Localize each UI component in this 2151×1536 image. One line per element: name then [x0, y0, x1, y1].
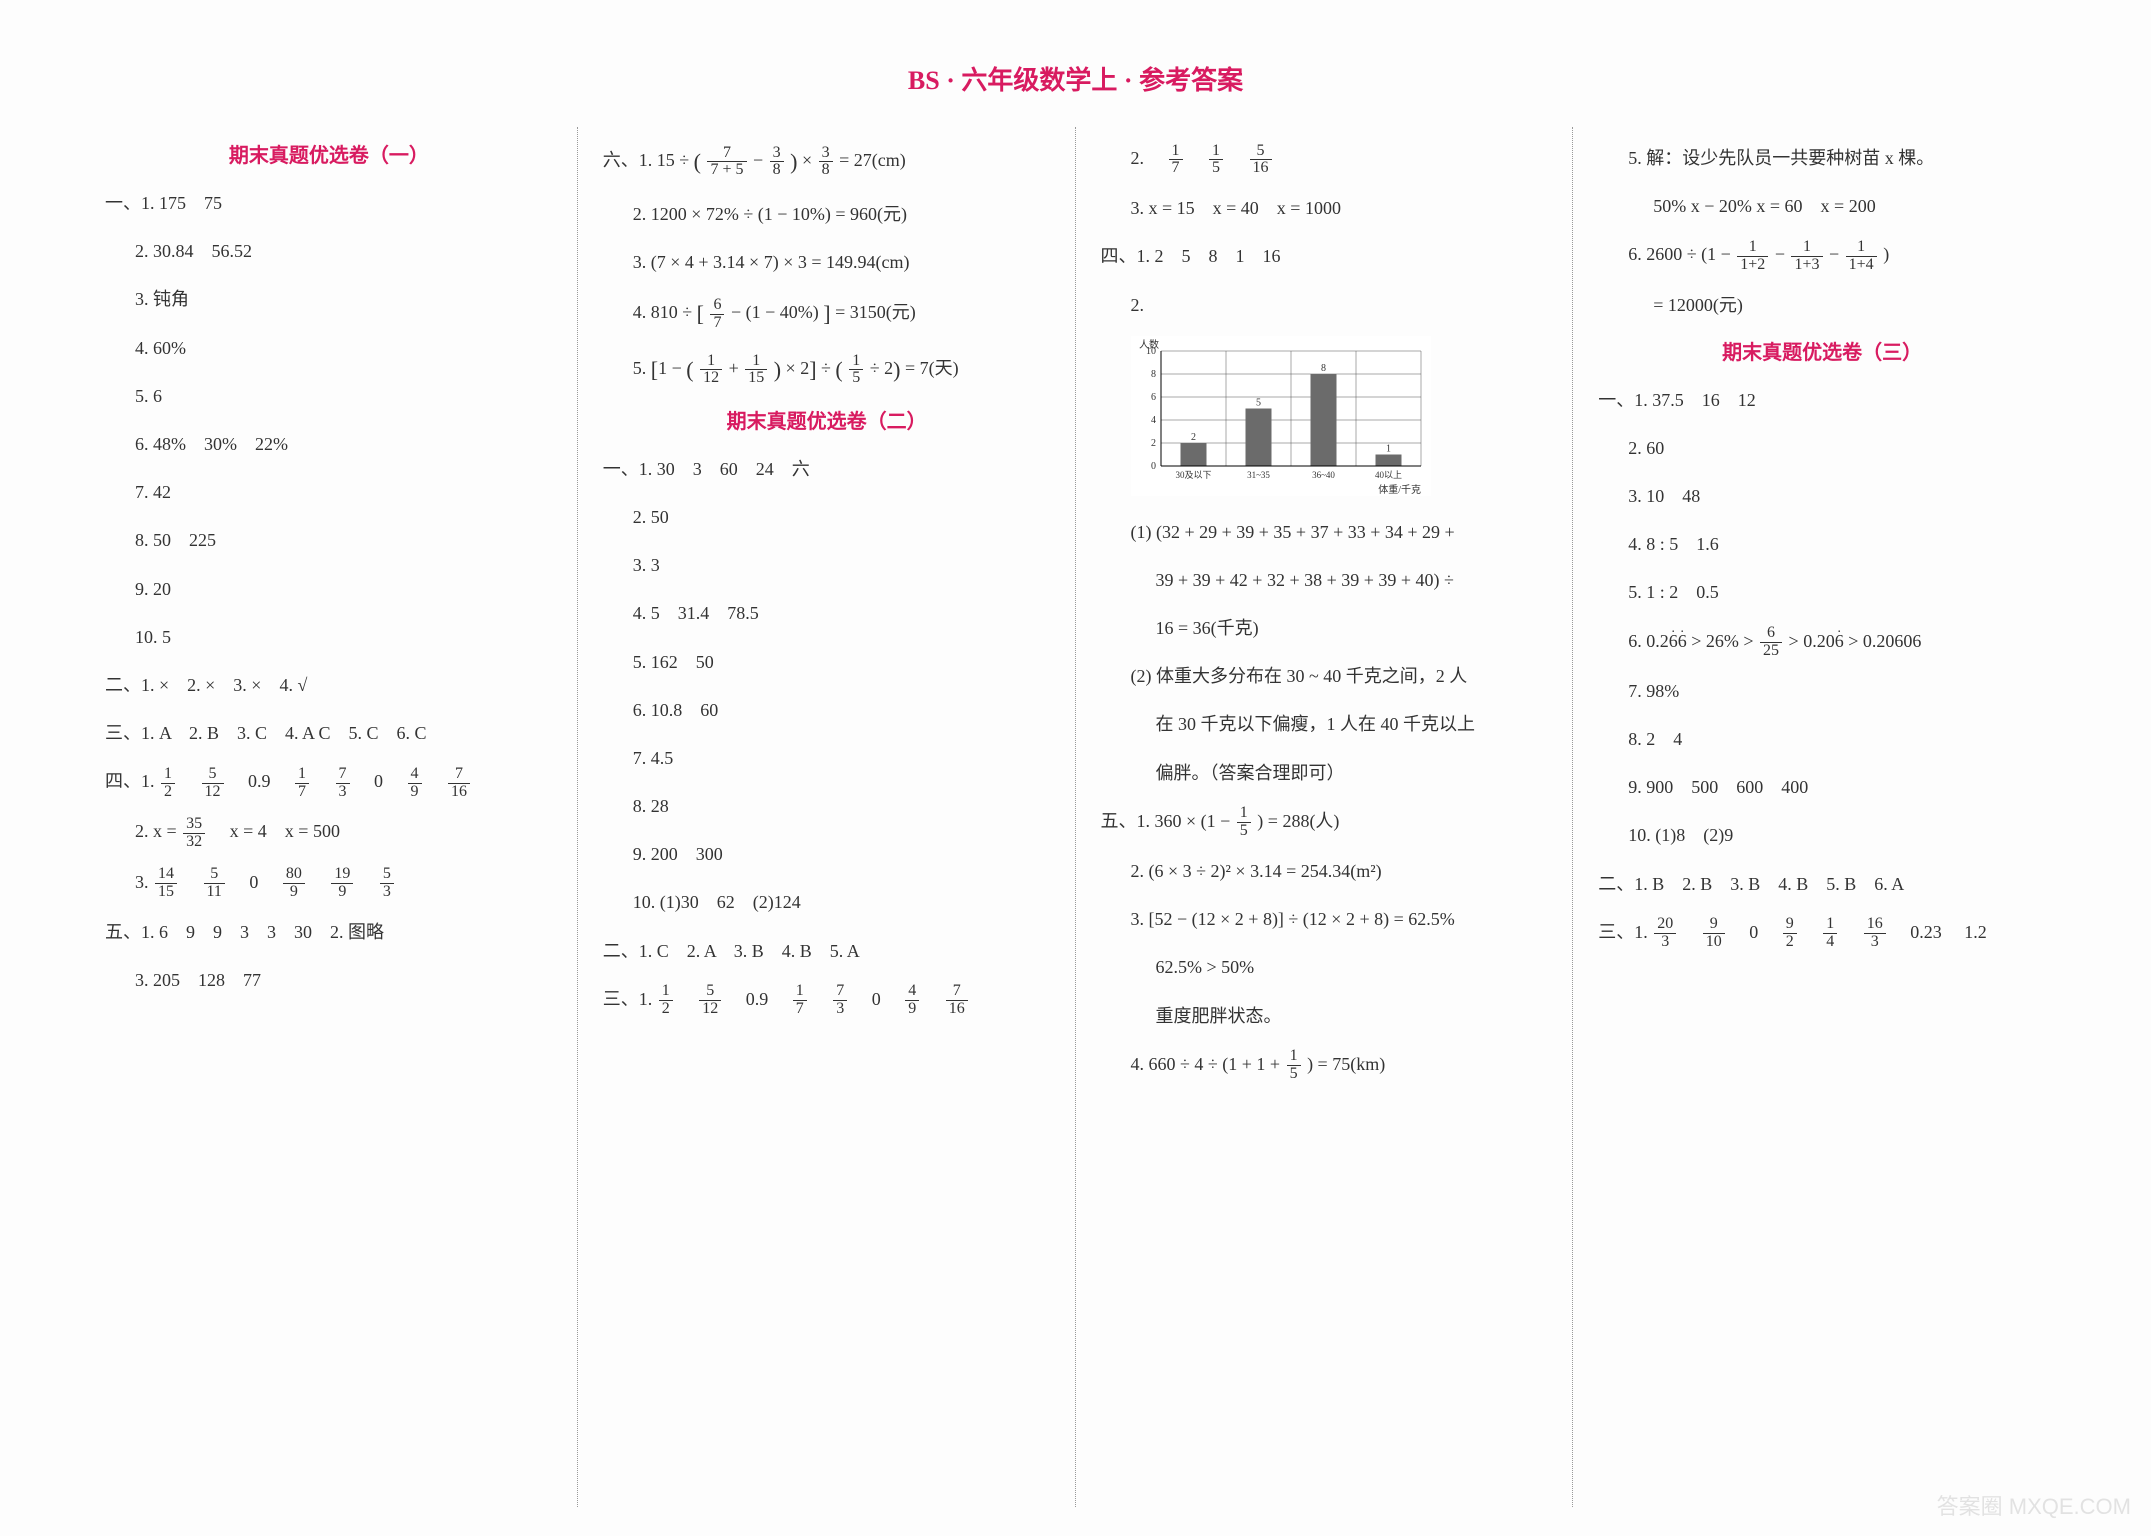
answer-line: 一、1. 37.5 16 12	[1598, 383, 2046, 417]
answer-line: 3. 1415 511 0 809 199 53	[105, 865, 553, 901]
svg-text:5: 5	[1256, 397, 1261, 408]
answer-line: 5. 解：设少先队员一共要种树苗 x 棵。	[1598, 141, 2046, 175]
answer-line: 3. 钝角	[105, 282, 553, 316]
chart-label: 2.	[1101, 288, 1549, 322]
svg-text:4: 4	[1151, 415, 1156, 426]
answer-line: 2. 50	[603, 500, 1051, 534]
answer-line: 三、1. A 2. B 3. C 4. A C 5. C 6. C	[105, 716, 553, 750]
answer-line: 二、1. C 2. A 3. B 4. B 5. A	[603, 934, 1051, 968]
svg-text:36~40: 36~40	[1312, 470, 1335, 480]
page-title: BS · 六年级数学上 · 参考答案	[80, 60, 2071, 97]
answer-line: 四、1. 12 512 0.9 17 73 0 49 716	[105, 764, 553, 800]
answer-line: 16 = 36(千克)	[1101, 611, 1549, 645]
column-4: 5. 解：设少先队员一共要种树苗 x 棵。 50% x − 20% x = 60…	[1573, 127, 2071, 1507]
answer-line: = 12000(元)	[1598, 288, 2046, 322]
answer-line: 4. 5 31.4 78.5	[603, 596, 1051, 630]
answer-line: 7. 98%	[1598, 674, 2046, 708]
answer-line: 10. (1)30 62 (2)124	[603, 885, 1051, 919]
answer-line: 5. 162 50	[603, 645, 1051, 679]
svg-text:8: 8	[1321, 363, 1326, 374]
answer-line: 7. 4.5	[603, 741, 1051, 775]
answer-line: 4. 8 : 5 1.6	[1598, 527, 2046, 561]
answer-line: 10. (1)8 (2)9	[1598, 818, 2046, 852]
answer-line: 8. 50 225	[105, 523, 553, 557]
answer-line: 50% x − 20% x = 60 x = 200	[1598, 189, 2046, 223]
answer-line: 二、1. × 2. × 3. × 4. √	[105, 668, 553, 702]
watermark: 答案圈 MXQE.COM	[1937, 1489, 2131, 1521]
answer-line: 8. 28	[603, 789, 1051, 823]
answer-line: 2. 60	[1598, 431, 2046, 465]
svg-text:2: 2	[1191, 432, 1196, 443]
content-columns: 期末真题优选卷（一） 一、1. 175 75 2. 30.84 56.52 3.…	[80, 127, 2071, 1507]
answer-line: 3. 10 48	[1598, 479, 2046, 513]
answer-line: 3. x = 15 x = 40 x = 1000	[1101, 191, 1549, 225]
answer-line: 三、1. 203 910 0 92 14 163 0.23 1.2	[1598, 915, 2046, 951]
svg-text:8: 8	[1151, 369, 1156, 380]
answer-line: 重度肥胖状态。	[1101, 999, 1549, 1033]
answer-line: 三、1. 12 512 0.9 17 73 0 49 716	[603, 982, 1051, 1018]
answer-line: 五、1. 360 × (1 − 15 ) = 288(人)	[1101, 804, 1549, 840]
answer-line: 2. x = 3532 x = 4 x = 500	[105, 814, 553, 850]
answer-line: 6. 0.266 > 26% > 625 > 0.206 > 0.20606	[1598, 624, 2046, 660]
answer-line: 在 30 千克以下偏瘦，1 人在 40 千克以上	[1101, 707, 1549, 741]
answer-line: 2. 1200 × 72% ÷ (1 − 10%) = 960(元)	[603, 197, 1051, 231]
answer-line: 偏胖。（答案合理即可）	[1101, 756, 1549, 790]
column-2: 六、1. 15 ÷ ( 77 + 5 − 38 ) × 38 = 27(cm) …	[578, 127, 1076, 1507]
section-title-2: 期末真题优选卷（二）	[603, 405, 1051, 434]
answer-line: 6. 2600 ÷ (1 − 11+2 − 11+3 − 11+4 )	[1598, 237, 2046, 273]
answer-line: 四、1. 2 5 8 1 16	[1101, 239, 1549, 273]
chart-svg: 0246810230及以下531~35836~40140以上人数体重/千克	[1131, 336, 1431, 496]
answer-line: 4. 660 ÷ 4 ÷ (1 + 1 + 15 ) = 75(km)	[1101, 1047, 1549, 1083]
answer-line: 9. 900 500 600 400	[1598, 770, 2046, 804]
answer-line: (2) 体重大多分布在 30 ~ 40 千克之间，2 人	[1101, 659, 1549, 693]
answer-line: 10. 5	[105, 620, 553, 654]
answer-line: 一、1. 30 3 60 24 六	[603, 452, 1051, 486]
answer-line: 五、1. 6 9 9 3 3 30 2. 图略	[105, 915, 553, 949]
column-1: 期末真题优选卷（一） 一、1. 175 75 2. 30.84 56.52 3.…	[80, 127, 578, 1507]
section-title-3: 期末真题优选卷（三）	[1598, 336, 2046, 365]
answer-line: 8. 2 4	[1598, 722, 2046, 756]
answer-line: 3. [52 − (12 × 2 + 8)] ÷ (12 × 2 + 8) = …	[1101, 902, 1549, 936]
answer-line: 二、1. B 2. B 3. B 4. B 5. B 6. A	[1598, 867, 2046, 901]
answer-line: 一、1. 175 75	[105, 186, 553, 220]
svg-text:人数: 人数	[1139, 338, 1159, 351]
answer-line: 39 + 39 + 42 + 32 + 38 + 39 + 39 + 40) ÷	[1101, 563, 1549, 597]
answer-line: 9. 200 300	[603, 837, 1051, 871]
svg-text:0: 0	[1151, 461, 1156, 472]
column-3: 2. 17 15 516 3. x = 15 x = 40 x = 1000 四…	[1076, 127, 1574, 1507]
svg-text:1: 1	[1386, 443, 1391, 454]
answer-line: 4. 60%	[105, 331, 553, 365]
svg-text:6: 6	[1151, 392, 1156, 403]
answer-line: 2. (6 × 3 ÷ 2)² × 3.14 = 254.34(m²)	[1101, 854, 1549, 888]
answer-line: 2. 30.84 56.52	[105, 234, 553, 268]
answer-line: 9. 20	[105, 572, 553, 606]
bar-chart: 0246810230及以下531~35836~40140以上人数体重/千克	[1131, 336, 1431, 501]
svg-text:40以上: 40以上	[1374, 470, 1401, 480]
svg-text:31~35: 31~35	[1247, 470, 1270, 480]
answer-line: 3. (7 × 4 + 3.14 × 7) × 3 = 149.94(cm)	[603, 245, 1051, 279]
answer-line: (1) (32 + 29 + 39 + 35 + 37 + 33 + 34 + …	[1101, 515, 1549, 549]
answer-line: 3. 205 128 77	[105, 963, 553, 997]
answer-line: 5. 1 : 2 0.5	[1598, 575, 2046, 609]
answer-line: 3. 3	[603, 548, 1051, 582]
svg-text:30及以下: 30及以下	[1175, 470, 1211, 480]
svg-text:2: 2	[1151, 438, 1156, 449]
answer-line: 7. 42	[105, 475, 553, 509]
answer-line: 62.5% > 50%	[1101, 950, 1549, 984]
answer-line: 六、1. 15 ÷ ( 77 + 5 − 38 ) × 38 = 27(cm)	[603, 141, 1051, 183]
section-title-1: 期末真题优选卷（一）	[105, 139, 553, 168]
answer-line: 5. [1 − ( 112 + 115 ) × 2] ÷ ( 15 ÷ 2) =…	[603, 349, 1051, 391]
answer-line: 5. 6	[105, 379, 553, 413]
answer-line: 6. 10.8 60	[603, 693, 1051, 727]
answer-line: 4. 810 ÷ [ 67 − (1 − 40%) ] = 3150(元)	[603, 293, 1051, 335]
svg-text:体重/千克: 体重/千克	[1378, 483, 1421, 496]
answer-line: 6. 48% 30% 22%	[105, 427, 553, 461]
answer-line: 2. 17 15 516	[1101, 141, 1549, 177]
